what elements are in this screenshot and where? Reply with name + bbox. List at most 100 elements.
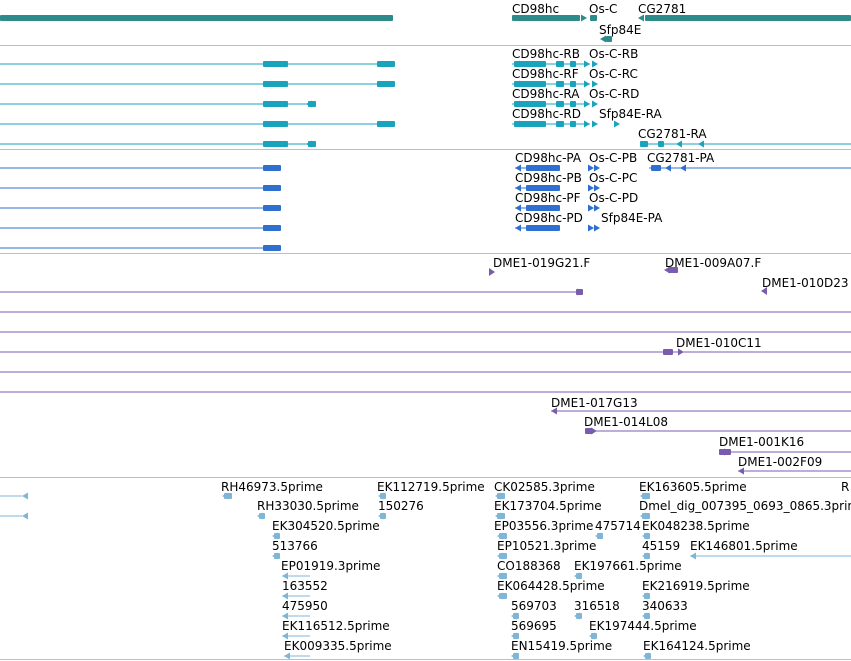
transcript-label[interactable]: CD98hc-RA — [512, 87, 580, 101]
feature-exon[interactable] — [263, 245, 281, 251]
gene-bar[interactable] — [590, 15, 597, 21]
protein-label[interactable]: Sfp84E-PA — [601, 211, 663, 225]
est-label[interactable]: CK02585.3prime — [494, 480, 595, 494]
gene-bar[interactable] — [512, 15, 580, 21]
feature-exon[interactable] — [658, 141, 664, 147]
feature-exon[interactable] — [570, 61, 576, 67]
feature-exon[interactable] — [644, 613, 650, 619]
est-label[interactable]: EK197444.5prime — [589, 619, 697, 633]
feature-exon[interactable] — [526, 205, 560, 211]
est-label[interactable]: EP01919.3prime — [281, 559, 381, 573]
feature-exon[interactable] — [514, 101, 546, 107]
feature-exon[interactable] — [224, 493, 232, 499]
gene-label[interactable]: CD98hc — [512, 2, 560, 16]
est-label[interactable]: Dmel_dig_007395_0693_0865.3prime — [639, 499, 851, 513]
est-label[interactable]: 150276 — [378, 499, 424, 513]
est-label[interactable]: EP03556.3prime — [494, 519, 594, 533]
est-label[interactable]: R — [841, 480, 850, 494]
feature-exon[interactable] — [497, 513, 505, 519]
est-label[interactable]: EK216919.5prime — [642, 579, 750, 593]
est-label[interactable]: EK304520.5prime — [272, 519, 380, 533]
feature-exon[interactable] — [570, 81, 576, 87]
feature-exon[interactable] — [576, 573, 582, 579]
feature-exon[interactable] — [591, 633, 597, 639]
est-label[interactable]: EK164124.5prime — [643, 639, 751, 653]
est-label[interactable]: EK116512.5prime — [282, 619, 390, 633]
feature-exon[interactable] — [640, 141, 648, 147]
feature-exon[interactable] — [263, 225, 281, 231]
transcript-label[interactable]: CD98hc-RB — [512, 47, 580, 61]
transcript-label[interactable]: Os-C-RC — [589, 67, 638, 81]
clone-label[interactable]: DME1-017G13 — [551, 396, 638, 410]
gene-bar[interactable] — [606, 36, 612, 42]
feature-exon[interactable] — [263, 61, 288, 67]
transcript-label[interactable]: Sfp84E-RA — [599, 107, 662, 121]
est-label[interactable]: 316518 — [574, 599, 620, 613]
transcript-label[interactable]: CD98hc-RF — [512, 67, 579, 81]
feature-exon[interactable] — [499, 573, 507, 579]
feature-exon[interactable] — [642, 493, 650, 499]
est-label[interactable]: RH33030.5prime — [257, 499, 359, 513]
feature-exon[interactable] — [514, 61, 546, 67]
est-label[interactable]: EK064428.5prime — [497, 579, 605, 593]
feature-exon[interactable] — [263, 121, 288, 127]
est-label[interactable]: 45159 — [642, 539, 681, 553]
protein-label[interactable]: CD98hc-PF — [515, 191, 581, 205]
est-label[interactable]: 340633 — [642, 599, 688, 613]
est-label[interactable]: 475950 — [282, 599, 328, 613]
est-label[interactable]: EP10521.3prime — [497, 539, 597, 553]
feature-exon[interactable] — [556, 61, 564, 67]
transcript-label[interactable]: Os-C-RD — [589, 87, 640, 101]
feature-exon[interactable] — [263, 185, 281, 191]
feature-exon[interactable] — [644, 593, 650, 599]
clone-label[interactable]: DME1-002F09 — [738, 455, 823, 469]
protein-label[interactable]: CG2781-PA — [647, 151, 715, 165]
feature-exon[interactable] — [380, 513, 386, 519]
est-label[interactable]: EK197661.5prime — [574, 559, 682, 573]
protein-label[interactable]: Os-C-PC — [589, 171, 638, 185]
feature-exon[interactable] — [274, 533, 280, 539]
feature-exon[interactable] — [526, 165, 560, 171]
protein-label[interactable]: CD98hc-PA — [515, 151, 582, 165]
feature-exon[interactable] — [651, 165, 661, 171]
clone-label[interactable]: DME1-019G21.F — [493, 256, 591, 270]
feature-exon[interactable] — [556, 121, 564, 127]
feature-exon[interactable] — [663, 349, 673, 355]
clone-label[interactable]: DME1-009A07.F — [665, 256, 762, 270]
feature-exon[interactable] — [380, 493, 386, 499]
protein-label[interactable]: Os-C-PD — [589, 191, 639, 205]
est-label[interactable]: EK112719.5prime — [377, 480, 485, 494]
transcript-label[interactable]: CG2781-RA — [638, 127, 707, 141]
feature-exon[interactable] — [570, 121, 576, 127]
gene-label[interactable]: Sfp84E — [599, 23, 642, 37]
est-label[interactable]: 513766 — [272, 539, 318, 553]
feature-exon[interactable] — [514, 121, 546, 127]
gene-bar[interactable] — [0, 15, 393, 21]
feature-exon[interactable] — [556, 101, 564, 107]
feature-exon[interactable] — [308, 101, 316, 107]
gene-label[interactable]: Os-C — [589, 2, 618, 16]
feature-exon[interactable] — [274, 553, 280, 559]
est-label[interactable]: CO188368 — [497, 559, 561, 573]
feature-exon[interactable] — [263, 101, 288, 107]
feature-exon[interactable] — [668, 267, 678, 273]
feature-exon[interactable] — [513, 653, 519, 659]
est-label[interactable]: EK048238.5prime — [642, 519, 750, 533]
feature-exon[interactable] — [308, 141, 316, 147]
est-label[interactable]: EN15419.5prime — [511, 639, 613, 653]
protein-label[interactable]: Os-C-PB — [589, 151, 638, 165]
feature-exon[interactable] — [263, 165, 281, 171]
clone-label[interactable]: DME1-010D23 — [762, 276, 849, 290]
feature-exon[interactable] — [514, 81, 546, 87]
gene-bar[interactable] — [645, 15, 851, 21]
est-label[interactable]: EK009335.5prime — [284, 639, 392, 653]
feature-exon[interactable] — [377, 121, 395, 127]
est-label[interactable]: 163552 — [282, 579, 328, 593]
feature-exon[interactable] — [499, 533, 507, 539]
feature-exon[interactable] — [526, 185, 560, 191]
feature-exon[interactable] — [576, 613, 582, 619]
feature-exon[interactable] — [645, 653, 651, 659]
feature-exon[interactable] — [556, 81, 564, 87]
feature-exon[interactable] — [570, 101, 576, 107]
feature-exon[interactable] — [263, 141, 288, 147]
